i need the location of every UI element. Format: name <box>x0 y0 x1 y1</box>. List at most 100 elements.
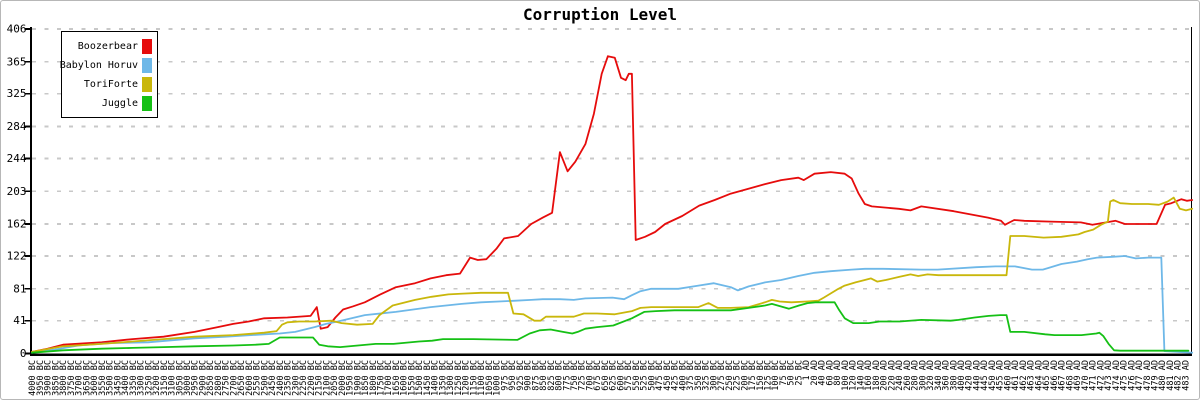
x-axis-label: 300 AD <box>918 360 928 391</box>
x-axis-label: 470 AD <box>1081 360 1091 391</box>
y-axis-label: 284 <box>7 120 27 133</box>
x-axis-label: 3100 BC <box>168 360 178 396</box>
x-axis-label: 1600 BC <box>400 360 410 396</box>
x-axis-label: 476 AD <box>1127 360 1137 391</box>
x-axis-label: 275 BC <box>717 360 727 391</box>
x-axis-label: 825 BC <box>547 360 557 391</box>
x-axis-label: 450 AD <box>988 360 998 391</box>
x-axis-label: 300 BC <box>709 360 719 391</box>
x-axis-label: 320 AD <box>926 360 936 391</box>
x-axis-label: 2700 BC <box>229 360 239 396</box>
x-axis-label: 1550 BC <box>407 360 417 396</box>
x-axis-label: 725 BC <box>578 360 588 391</box>
x-axis-label: 1450 BC <box>423 360 433 396</box>
x-axis-label: 2750 BC <box>222 360 232 396</box>
y-axis-label: 41 <box>13 314 26 327</box>
x-axis-label: 160 AD <box>864 360 874 391</box>
x-axis-label: 425 BC <box>671 360 681 391</box>
x-axis-label: 3000 BC <box>183 360 193 396</box>
x-axis-label: 3350 BC <box>129 360 139 396</box>
x-axis-label: 475 BC <box>655 360 665 391</box>
x-axis-label: 450 BC <box>663 360 673 391</box>
x-axis-label: 1 AD <box>802 360 812 380</box>
x-axis-label: 975 BC <box>500 360 510 391</box>
x-axis-label: 460 AD <box>1003 360 1013 391</box>
legend-label-babylon-horuv: Babylon Horuv <box>59 60 138 71</box>
x-axis-label: 479 AD <box>1151 360 1161 391</box>
x-axis-label: 175 BC <box>748 360 758 391</box>
series-line-toriforte <box>31 196 1194 353</box>
x-axis-label: 775 BC <box>562 360 572 391</box>
x-axis-label: 455 AD <box>996 360 1006 391</box>
x-axis-label: 1050 BC <box>485 360 495 396</box>
x-axis-label: 1200 BC <box>462 360 472 396</box>
x-axis-label: 467 AD <box>1058 360 1068 391</box>
x-axis-label: 900 BC <box>524 360 534 391</box>
legend-label-juggle: Juggle <box>101 98 138 109</box>
x-axis-label: 25 BC <box>794 360 804 386</box>
x-axis-label: 482 AD <box>1174 360 1184 391</box>
x-axis-label: 1000 BC <box>493 360 503 396</box>
x-axis-label: 200 AD <box>880 360 890 391</box>
x-axis-label: 2600 BC <box>245 360 255 396</box>
x-axis-label: 625 BC <box>609 360 619 391</box>
x-axis-label: 2850 BC <box>206 360 216 396</box>
x-axis-label: 220 AD <box>887 360 897 391</box>
x-axis-label: 477 AD <box>1135 360 1145 391</box>
series-line-boozerbear <box>31 55 1194 353</box>
x-axis-label: 2150 BC <box>315 360 325 396</box>
x-axis-label: 1800 BC <box>369 360 379 396</box>
x-axis-label: 2000 BC <box>338 360 348 396</box>
x-axis-label: 40 AD <box>818 360 828 386</box>
y-axis-label: 0 <box>20 347 27 360</box>
x-axis-label: 3900 BC <box>44 360 54 396</box>
x-axis-label: 3050 BC <box>175 360 185 396</box>
x-axis-label: 1150 BC <box>469 360 479 396</box>
x-axis-label: 445 AD <box>980 360 990 391</box>
x-axis-label: 200 BC <box>740 360 750 391</box>
legend-row: Babylon Horuv <box>60 56 152 75</box>
x-axis-label: 1650 BC <box>392 360 402 396</box>
legend-row: Boozerbear <box>66 37 152 56</box>
x-axis-label: 380 AD <box>949 360 959 391</box>
x-axis-label: 1400 BC <box>431 360 441 396</box>
x-axis-label: 464 AD <box>1034 360 1044 391</box>
x-axis-label: 2300 BC <box>291 360 301 396</box>
x-axis-label: 2250 BC <box>299 360 309 396</box>
x-axis-label: 325 BC <box>702 360 712 391</box>
x-axis-label: 875 BC <box>531 360 541 391</box>
x-axis-label: 463 AD <box>1027 360 1037 391</box>
x-axis-label: 2050 BC <box>330 360 340 396</box>
x-axis-label: 1300 BC <box>446 360 456 396</box>
x-axis-label: 340 AD <box>934 360 944 391</box>
x-axis-label: 461 AD <box>1011 360 1021 391</box>
x-axis-label: 3950 BC <box>36 360 46 396</box>
x-axis-label: 478 AD <box>1143 360 1153 391</box>
x-axis-label: 375 BC <box>686 360 696 391</box>
x-axis-label: 3750 BC <box>67 360 77 396</box>
x-axis-label: 472 AD <box>1096 360 1106 391</box>
x-axis-label: 350 BC <box>694 360 704 391</box>
x-axis-label: 2800 BC <box>214 360 224 396</box>
x-axis-label: 800 BC <box>555 360 565 391</box>
x-axis-label: 475 AD <box>1120 360 1130 391</box>
legend-label-boozerbear: Boozerbear <box>77 41 138 52</box>
x-axis-label: 100 BC <box>771 360 781 391</box>
x-axis-label: 925 BC <box>516 360 526 391</box>
x-axis-label: 1250 BC <box>454 360 464 396</box>
x-axis-label: 3500 BC <box>106 360 116 396</box>
legend-swatch-babylon-horuv <box>142 58 152 73</box>
chart-title: Corruption Level <box>522 5 678 24</box>
x-axis-label: 400 BC <box>678 360 688 391</box>
legend-row: ToriForte <box>66 75 152 94</box>
legend-swatch-boozerbear <box>142 39 152 54</box>
x-axis-label: 3300 BC <box>137 360 147 396</box>
x-axis-label: 2450 BC <box>268 360 278 396</box>
x-axis-label: 500 BC <box>647 360 657 391</box>
x-axis-label: 700 BC <box>585 360 595 391</box>
x-axis-label: 1750 BC <box>377 360 387 396</box>
x-axis-label: 3850 BC <box>51 360 61 396</box>
legend-swatch-toriforte <box>142 77 152 92</box>
y-axis-label: 162 <box>7 218 27 231</box>
